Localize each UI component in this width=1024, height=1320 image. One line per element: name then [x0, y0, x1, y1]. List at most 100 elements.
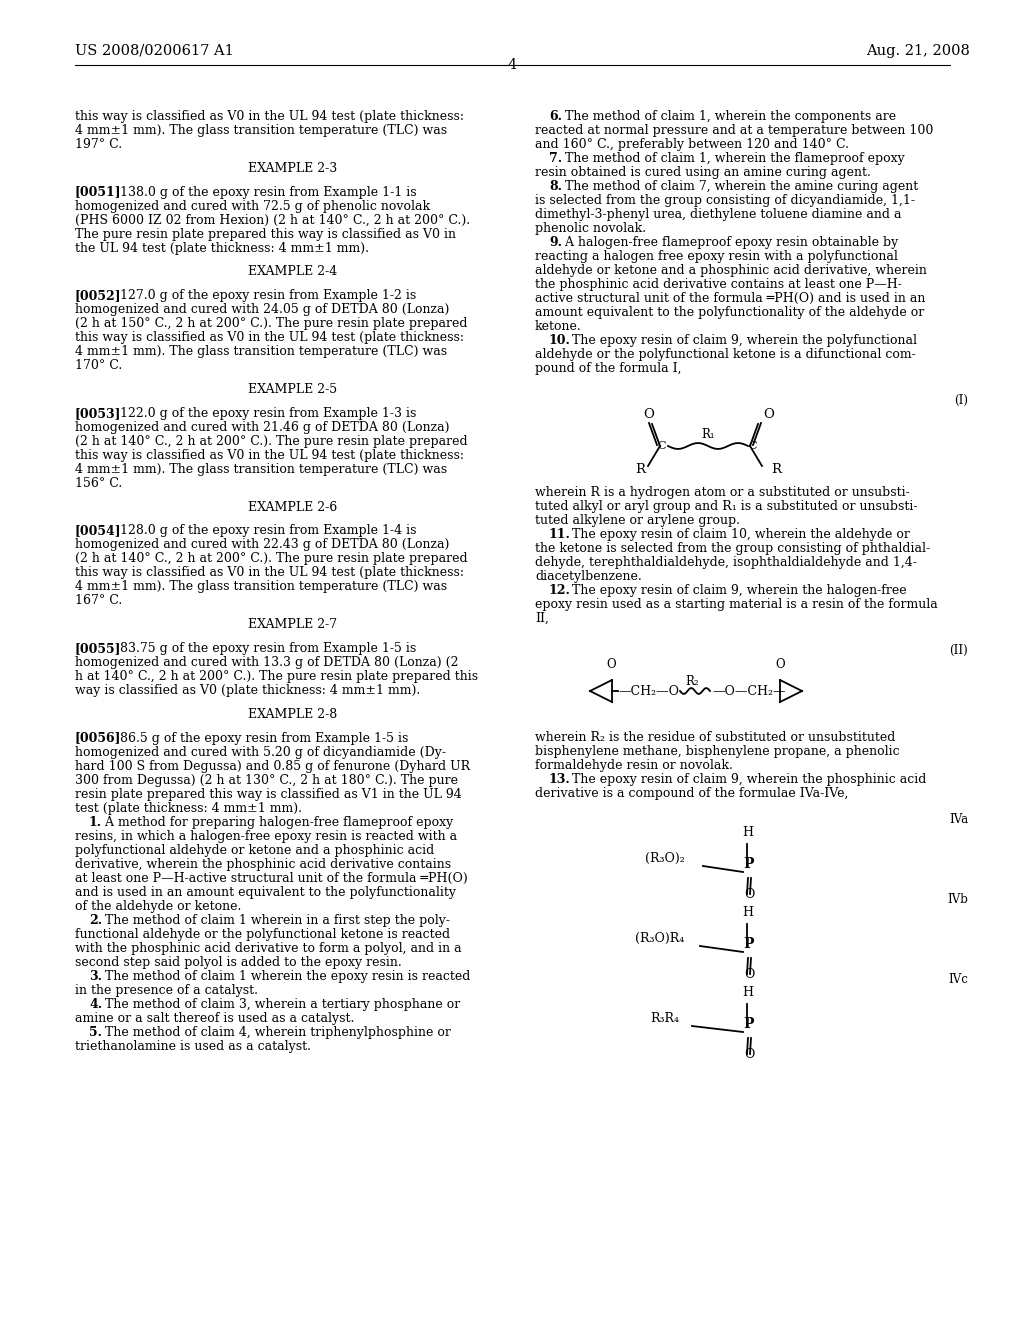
- Text: and 160° C., preferably between 120 and 140° C.: and 160° C., preferably between 120 and …: [535, 139, 849, 150]
- Text: H: H: [742, 906, 753, 919]
- Text: this way is classified as V0 in the UL 94 test (plate thickness:: this way is classified as V0 in the UL 9…: [75, 566, 464, 579]
- Text: 1.: 1.: [89, 816, 102, 829]
- Text: [0052]: [0052]: [75, 289, 122, 302]
- Text: 4 mm±1 mm). The glass transition temperature (TLC) was: 4 mm±1 mm). The glass transition tempera…: [75, 346, 447, 358]
- Text: 4 mm±1 mm). The glass transition temperature (TLC) was: 4 mm±1 mm). The glass transition tempera…: [75, 581, 447, 594]
- Text: O: O: [744, 968, 755, 981]
- Text: dehyde, terephthaldialdehyde, isophthaldialdehyde and 1,4-: dehyde, terephthaldialdehyde, isophthald…: [535, 556, 916, 569]
- Text: 197° C.: 197° C.: [75, 139, 122, 150]
- Text: The pure resin plate prepared this way is classified as V0 in: The pure resin plate prepared this way i…: [75, 227, 456, 240]
- Text: EXAMPLE 2-4: EXAMPLE 2-4: [248, 265, 337, 279]
- Text: The method of claim 3, wherein a tertiary phosphane or: The method of claim 3, wherein a tertiar…: [101, 998, 461, 1011]
- Text: 300 from Degussa) (2 h at 130° C., 2 h at 180° C.). The pure: 300 from Degussa) (2 h at 130° C., 2 h a…: [75, 774, 458, 787]
- Text: The epoxy resin of claim 9, wherein the polyfunctional: The epoxy resin of claim 9, wherein the …: [567, 334, 916, 347]
- Text: reacted at normal pressure and at a temperature between 100: reacted at normal pressure and at a temp…: [535, 124, 933, 137]
- Text: The method of claim 4, wherein triphenylphosphine or: The method of claim 4, wherein triphenyl…: [101, 1026, 452, 1039]
- Text: homogenized and cured with 22.43 g of DETDA 80 (Lonza): homogenized and cured with 22.43 g of DE…: [75, 539, 450, 552]
- Text: O: O: [643, 408, 654, 421]
- Text: 128.0 g of the epoxy resin from Example 1-4 is: 128.0 g of the epoxy resin from Example …: [112, 524, 416, 537]
- Text: (2 h at 140° C., 2 h at 200° C.). The pure resin plate prepared: (2 h at 140° C., 2 h at 200° C.). The pu…: [75, 434, 468, 447]
- Text: 8.: 8.: [549, 180, 562, 193]
- Text: 6.: 6.: [549, 110, 562, 123]
- Text: this way is classified as V0 in the UL 94 test (plate thickness:: this way is classified as V0 in the UL 9…: [75, 331, 464, 345]
- Text: the UL 94 test (plate thickness: 4 mm±1 mm).: the UL 94 test (plate thickness: 4 mm±1 …: [75, 242, 369, 255]
- Text: EXAMPLE 2-8: EXAMPLE 2-8: [248, 708, 337, 721]
- Text: 4.: 4.: [89, 998, 102, 1011]
- Text: at least one P—H-active structural unit of the formula ═PH(O): at least one P—H-active structural unit …: [75, 871, 468, 884]
- Text: this way is classified as V0 in the UL 94 test (plate thickness:: this way is classified as V0 in the UL 9…: [75, 110, 464, 123]
- Text: homogenized and cured with 21.46 g of DETDA 80 (Lonza): homogenized and cured with 21.46 g of DE…: [75, 421, 450, 434]
- Text: C: C: [748, 441, 757, 451]
- Text: polyfunctional aldehyde or ketone and a phosphinic acid: polyfunctional aldehyde or ketone and a …: [75, 843, 434, 857]
- Text: resins, in which a halogen-free epoxy resin is reacted with a: resins, in which a halogen-free epoxy re…: [75, 829, 457, 842]
- Text: ketone.: ketone.: [535, 319, 582, 333]
- Text: The epoxy resin of claim 10, wherein the aldehyde or: The epoxy resin of claim 10, wherein the…: [567, 528, 909, 541]
- Text: 4: 4: [507, 58, 517, 73]
- Text: of the aldehyde or ketone.: of the aldehyde or ketone.: [75, 900, 242, 912]
- Text: homogenized and cured with 24.05 g of DETDA 80 (Lonza): homogenized and cured with 24.05 g of DE…: [75, 304, 450, 317]
- Text: R₃R₄: R₃R₄: [650, 1012, 679, 1026]
- Text: (II): (II): [949, 644, 968, 657]
- Text: derivative, wherein the phosphinic acid derivative contains: derivative, wherein the phosphinic acid …: [75, 858, 452, 871]
- Text: P: P: [743, 937, 754, 950]
- Text: resin obtained is cured using an amine curing agent.: resin obtained is cured using an amine c…: [535, 166, 870, 180]
- Text: The epoxy resin of claim 9, wherein the halogen-free: The epoxy resin of claim 9, wherein the …: [567, 583, 906, 597]
- Text: this way is classified as V0 in the UL 94 test (plate thickness:: this way is classified as V0 in the UL 9…: [75, 449, 464, 462]
- Text: dimethyl-3-phenyl urea, diethylene toluene diamine and a: dimethyl-3-phenyl urea, diethylene tolue…: [535, 209, 901, 220]
- Text: and is used in an amount equivalent to the polyfunctionality: and is used in an amount equivalent to t…: [75, 886, 456, 899]
- Text: [0051]: [0051]: [75, 186, 122, 198]
- Text: bisphenylene methane, bisphenylene propane, a phenolic: bisphenylene methane, bisphenylene propa…: [535, 744, 900, 758]
- Text: 2.: 2.: [89, 913, 102, 927]
- Text: 122.0 g of the epoxy resin from Example 1-3 is: 122.0 g of the epoxy resin from Example …: [112, 407, 416, 420]
- Text: IVb: IVb: [947, 894, 968, 906]
- Text: 10.: 10.: [549, 334, 570, 347]
- Text: homogenized and cured with 72.5 g of phenolic novolak: homogenized and cured with 72.5 g of phe…: [75, 199, 430, 213]
- Text: The method of claim 1 wherein the epoxy resin is reacted: The method of claim 1 wherein the epoxy …: [101, 970, 471, 982]
- Text: pound of the formula I,: pound of the formula I,: [535, 362, 682, 375]
- Text: h at 140° C., 2 h at 200° C.). The pure resin plate prepared this: h at 140° C., 2 h at 200° C.). The pure …: [75, 671, 478, 682]
- Text: [0054]: [0054]: [75, 524, 122, 537]
- Text: 11.: 11.: [549, 528, 570, 541]
- Text: EXAMPLE 2-6: EXAMPLE 2-6: [248, 500, 337, 513]
- Text: P: P: [743, 1016, 754, 1031]
- Text: EXAMPLE 2-5: EXAMPLE 2-5: [248, 383, 337, 396]
- Text: The method of claim 1 wherein in a first step the poly-: The method of claim 1 wherein in a first…: [101, 913, 451, 927]
- Text: O: O: [606, 657, 615, 671]
- Text: (PHS 6000 IZ 02 from Hexion) (2 h at 140° C., 2 h at 200° C.).: (PHS 6000 IZ 02 from Hexion) (2 h at 140…: [75, 214, 470, 227]
- Text: (2 h at 140° C., 2 h at 200° C.). The pure resin plate prepared: (2 h at 140° C., 2 h at 200° C.). The pu…: [75, 552, 468, 565]
- Text: C: C: [657, 441, 666, 451]
- Text: functional aldehyde or the polyfunctional ketone is reacted: functional aldehyde or the polyfunctiona…: [75, 928, 451, 941]
- Text: wherein R₂ is the residue of substituted or unsubstituted: wherein R₂ is the residue of substituted…: [535, 731, 895, 744]
- Text: H: H: [742, 986, 753, 999]
- Text: (R₃O)₂: (R₃O)₂: [645, 851, 685, 865]
- Text: aldehyde or the polyfunctional ketone is a difunctional com-: aldehyde or the polyfunctional ketone is…: [535, 348, 915, 360]
- Text: formaldehyde resin or novolak.: formaldehyde resin or novolak.: [535, 759, 733, 772]
- Text: amount equivalent to the polyfunctionality of the aldehyde or: amount equivalent to the polyfunctionali…: [535, 306, 925, 319]
- Text: The method of claim 1, wherein the components are: The method of claim 1, wherein the compo…: [561, 110, 897, 123]
- Text: IVc: IVc: [948, 973, 968, 986]
- Text: 9.: 9.: [549, 236, 562, 249]
- Text: A halogen-free flameproof epoxy resin obtainable by: A halogen-free flameproof epoxy resin ob…: [561, 236, 899, 249]
- Text: 156° C.: 156° C.: [75, 477, 122, 490]
- Text: in the presence of a catalyst.: in the presence of a catalyst.: [75, 983, 258, 997]
- Text: 86.5 g of the epoxy resin from Example 1-5 is: 86.5 g of the epoxy resin from Example 1…: [112, 731, 408, 744]
- Text: O: O: [744, 1048, 755, 1061]
- Text: O: O: [763, 408, 774, 421]
- Text: R₂: R₂: [685, 675, 698, 688]
- Text: wherein R is a hydrogen atom or a substituted or unsubsti-: wherein R is a hydrogen atom or a substi…: [535, 486, 909, 499]
- Text: homogenized and cured with 13.3 g of DETDA 80 (Lonza) (2: homogenized and cured with 13.3 g of DET…: [75, 656, 459, 669]
- Text: epoxy resin used as a starting material is a resin of the formula: epoxy resin used as a starting material …: [535, 598, 938, 611]
- Text: P: P: [743, 857, 754, 871]
- Text: A method for preparing halogen-free flameproof epoxy: A method for preparing halogen-free flam…: [101, 816, 454, 829]
- Text: 12.: 12.: [549, 583, 570, 597]
- Text: (R₃O)R₄: (R₃O)R₄: [635, 932, 684, 945]
- Text: [0053]: [0053]: [75, 407, 122, 420]
- Text: [0056]: [0056]: [75, 731, 122, 744]
- Text: —CH₂—O: —CH₂—O: [618, 685, 679, 698]
- Text: 4 mm±1 mm). The glass transition temperature (TLC) was: 4 mm±1 mm). The glass transition tempera…: [75, 463, 447, 475]
- Text: 3.: 3.: [89, 970, 102, 982]
- Text: 138.0 g of the epoxy resin from Example 1-1 is: 138.0 g of the epoxy resin from Example …: [112, 186, 416, 198]
- Text: hard 100 S from Degussa) and 0.85 g of fenurone (Dyhard UR: hard 100 S from Degussa) and 0.85 g of f…: [75, 759, 470, 772]
- Text: 83.75 g of the epoxy resin from Example 1-5 is: 83.75 g of the epoxy resin from Example …: [112, 642, 416, 655]
- Text: US 2008/0200617 A1: US 2008/0200617 A1: [75, 44, 233, 58]
